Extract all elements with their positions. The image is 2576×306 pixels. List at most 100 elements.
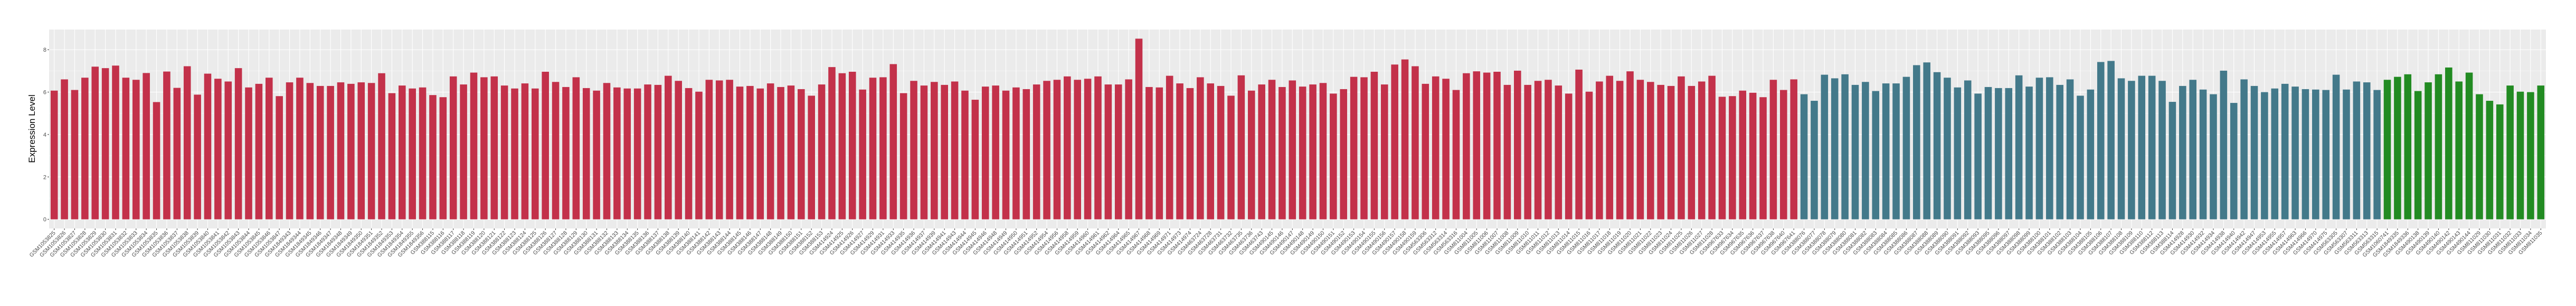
bar — [1125, 79, 1132, 219]
bars — [50, 39, 2545, 219]
bar — [869, 78, 877, 219]
bar — [1862, 82, 1869, 219]
bar — [429, 95, 437, 219]
bar — [552, 82, 560, 219]
bar — [756, 88, 764, 219]
bar — [50, 90, 58, 219]
bar — [2199, 89, 2207, 219]
bar — [2087, 89, 2095, 219]
bar — [593, 90, 600, 219]
bar — [2107, 61, 2115, 219]
bar — [1575, 69, 1583, 219]
bar — [378, 73, 385, 219]
y-tick-label: 0 — [43, 217, 46, 223]
bar — [572, 77, 580, 219]
bar — [1114, 84, 1122, 219]
bar — [2363, 82, 2371, 219]
bar — [1156, 87, 1163, 219]
bar — [623, 88, 631, 219]
bar — [470, 72, 478, 219]
bar — [879, 77, 887, 219]
bar — [2291, 87, 2299, 219]
bar — [1555, 85, 1562, 219]
bar — [910, 81, 917, 219]
bar — [1370, 71, 1378, 219]
bar — [1135, 39, 1143, 219]
bar — [1473, 71, 1481, 219]
bar — [1247, 90, 1255, 219]
bar — [2210, 94, 2217, 219]
bar — [2343, 89, 2350, 219]
bar — [665, 75, 672, 219]
bar — [1657, 84, 1664, 219]
bar — [1422, 83, 1429, 219]
bar — [1227, 95, 1235, 219]
bar — [409, 88, 416, 219]
bar — [1033, 84, 1040, 219]
bar — [1780, 90, 1787, 219]
bar — [1769, 80, 1777, 219]
bar — [1360, 77, 1368, 219]
y-axis-title: Expression Level — [27, 94, 37, 162]
bar — [992, 85, 999, 219]
bar — [1084, 79, 1092, 219]
bar — [2117, 78, 2125, 219]
bar — [542, 71, 549, 219]
bar — [1012, 87, 1020, 219]
bar — [1452, 90, 1460, 219]
bar — [511, 88, 518, 219]
bar — [2281, 83, 2289, 219]
bar — [1902, 77, 1910, 219]
bar — [1749, 92, 1757, 219]
bar — [1503, 84, 1511, 219]
bar — [439, 97, 447, 219]
bar — [347, 83, 355, 219]
bar — [112, 65, 119, 219]
y-tick-label: 6 — [43, 90, 46, 96]
bar — [2353, 81, 2361, 219]
bar — [2476, 94, 2483, 219]
bar — [1176, 83, 1183, 219]
bar — [2425, 82, 2432, 219]
bar — [1688, 85, 1696, 219]
bar — [654, 84, 662, 219]
bar — [490, 76, 498, 219]
bar — [449, 76, 457, 219]
bar — [91, 66, 99, 219]
bar — [2005, 88, 2013, 219]
bar — [234, 68, 242, 219]
bar — [2189, 80, 2196, 219]
bar — [981, 87, 989, 219]
bar — [2271, 88, 2279, 219]
bar — [2445, 67, 2452, 219]
bar — [1289, 80, 1296, 219]
bar — [2312, 89, 2319, 219]
bar — [838, 73, 846, 219]
bar — [1729, 96, 1736, 219]
bar — [2302, 89, 2309, 219]
bar — [153, 102, 160, 219]
bar — [2035, 78, 2043, 219]
bar — [859, 89, 866, 219]
bar — [1197, 77, 1204, 219]
bar — [1913, 65, 1920, 219]
bar — [582, 88, 590, 219]
bar — [1166, 75, 1173, 219]
bar — [1800, 94, 1808, 219]
bar — [1513, 70, 1521, 219]
bar — [101, 68, 109, 219]
bar — [2506, 85, 2514, 219]
bar — [1565, 93, 1573, 219]
bar — [941, 84, 948, 219]
bar — [306, 83, 314, 219]
bar — [1739, 90, 1747, 219]
bar — [603, 83, 611, 219]
bar — [2220, 70, 2228, 219]
bar — [2455, 81, 2463, 219]
bar — [1237, 75, 1245, 219]
bar — [1442, 79, 1450, 219]
bar — [1268, 80, 1276, 219]
bar — [1667, 85, 1675, 219]
bar — [367, 83, 375, 219]
y-tick-label: 4 — [43, 132, 46, 138]
